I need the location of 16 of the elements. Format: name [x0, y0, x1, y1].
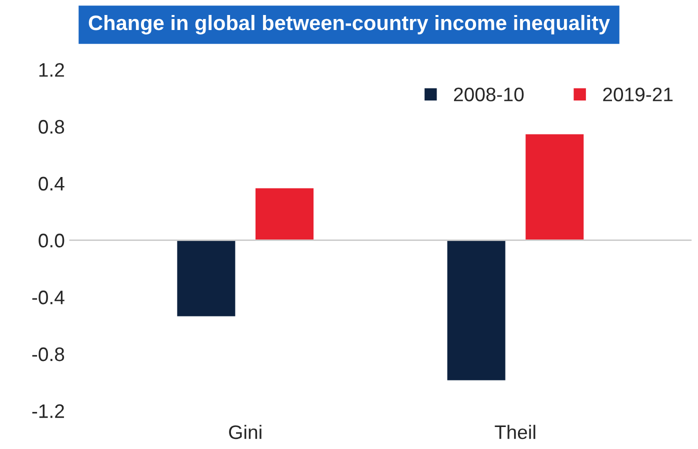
y-tick-label: -0.8 — [32, 347, 64, 362]
legend-label: 2008-10 — [454, 88, 524, 102]
bar — [176, 240, 237, 318]
bar — [446, 240, 507, 382]
bar — [254, 186, 315, 241]
y-tick-label: -1.2 — [32, 404, 64, 418]
y-tick-label: 1.2 — [39, 63, 64, 77]
chart-title: Change in global between-country income inequality — [88, 14, 610, 34]
legend-label: 2019-21 — [603, 88, 673, 102]
x-tick-label: Gini — [229, 424, 262, 440]
bar — [524, 132, 586, 241]
y-tick-label: 0.0 — [38, 234, 64, 248]
x-tick-label: Theil — [494, 424, 536, 440]
y-tick-label: -0.4 — [32, 290, 64, 304]
y-tick-label: 0.8 — [38, 120, 64, 134]
y-tick-label: 0.4 — [38, 176, 64, 191]
